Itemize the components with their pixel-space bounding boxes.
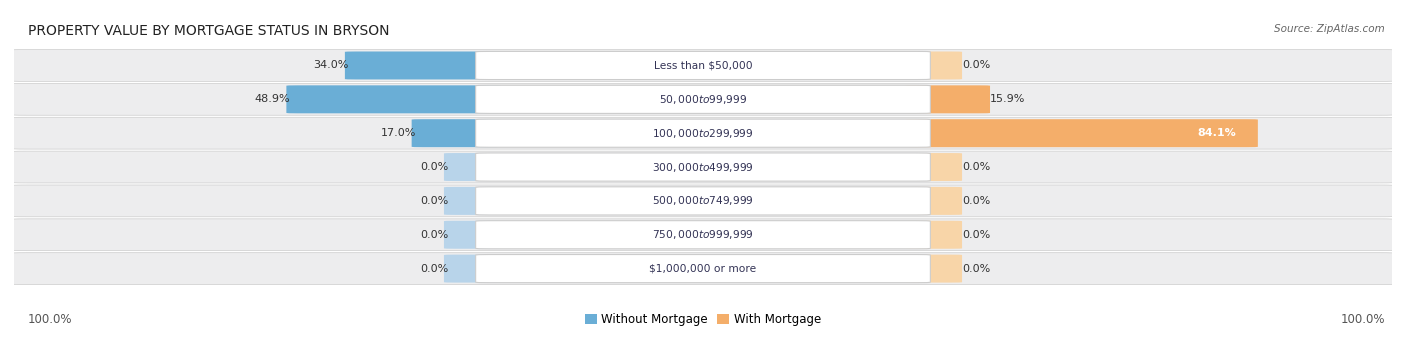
FancyBboxPatch shape — [905, 119, 1258, 147]
FancyBboxPatch shape — [7, 117, 1399, 149]
FancyBboxPatch shape — [287, 85, 501, 113]
Text: 100.0%: 100.0% — [1340, 313, 1385, 326]
FancyBboxPatch shape — [475, 119, 931, 147]
Text: 34.0%: 34.0% — [314, 61, 349, 70]
FancyBboxPatch shape — [905, 153, 962, 181]
FancyBboxPatch shape — [475, 51, 931, 80]
Text: PROPERTY VALUE BY MORTGAGE STATUS IN BRYSON: PROPERTY VALUE BY MORTGAGE STATUS IN BRY… — [28, 24, 389, 38]
Text: $500,000 to $749,999: $500,000 to $749,999 — [652, 194, 754, 207]
FancyBboxPatch shape — [905, 255, 962, 283]
Text: $300,000 to $499,999: $300,000 to $499,999 — [652, 160, 754, 173]
Text: 15.9%: 15.9% — [990, 94, 1025, 104]
Text: 0.0%: 0.0% — [420, 196, 449, 206]
Text: 0.0%: 0.0% — [962, 162, 990, 172]
FancyBboxPatch shape — [7, 185, 1399, 217]
Text: 0.0%: 0.0% — [962, 230, 990, 240]
FancyBboxPatch shape — [475, 221, 931, 249]
Text: Less than $50,000: Less than $50,000 — [654, 61, 752, 70]
FancyBboxPatch shape — [7, 151, 1399, 183]
Text: 84.1%: 84.1% — [1197, 128, 1236, 138]
FancyBboxPatch shape — [905, 187, 962, 215]
Text: $100,000 to $299,999: $100,000 to $299,999 — [652, 127, 754, 140]
FancyBboxPatch shape — [7, 83, 1399, 115]
Text: 17.0%: 17.0% — [381, 128, 416, 138]
FancyBboxPatch shape — [475, 85, 931, 114]
FancyBboxPatch shape — [475, 187, 931, 215]
FancyBboxPatch shape — [7, 219, 1399, 251]
Text: 0.0%: 0.0% — [962, 196, 990, 206]
FancyBboxPatch shape — [475, 255, 931, 283]
FancyBboxPatch shape — [444, 255, 501, 283]
Text: $50,000 to $99,999: $50,000 to $99,999 — [659, 93, 747, 106]
Text: 48.9%: 48.9% — [254, 94, 291, 104]
FancyBboxPatch shape — [7, 50, 1399, 81]
Text: Source: ZipAtlas.com: Source: ZipAtlas.com — [1274, 24, 1385, 34]
FancyBboxPatch shape — [444, 153, 501, 181]
Text: 0.0%: 0.0% — [962, 61, 990, 70]
FancyBboxPatch shape — [7, 253, 1399, 285]
Legend: Without Mortgage, With Mortgage: Without Mortgage, With Mortgage — [581, 308, 825, 331]
Text: $750,000 to $999,999: $750,000 to $999,999 — [652, 228, 754, 241]
Text: 0.0%: 0.0% — [420, 162, 449, 172]
FancyBboxPatch shape — [905, 51, 962, 80]
FancyBboxPatch shape — [475, 153, 931, 181]
Text: 100.0%: 100.0% — [28, 313, 73, 326]
Text: 0.0%: 0.0% — [420, 230, 449, 240]
FancyBboxPatch shape — [412, 119, 501, 147]
FancyBboxPatch shape — [905, 221, 962, 249]
Text: 0.0%: 0.0% — [962, 264, 990, 274]
FancyBboxPatch shape — [444, 221, 501, 249]
Text: 0.0%: 0.0% — [420, 264, 449, 274]
FancyBboxPatch shape — [905, 85, 990, 113]
Text: $1,000,000 or more: $1,000,000 or more — [650, 264, 756, 274]
FancyBboxPatch shape — [344, 51, 501, 80]
FancyBboxPatch shape — [444, 187, 501, 215]
